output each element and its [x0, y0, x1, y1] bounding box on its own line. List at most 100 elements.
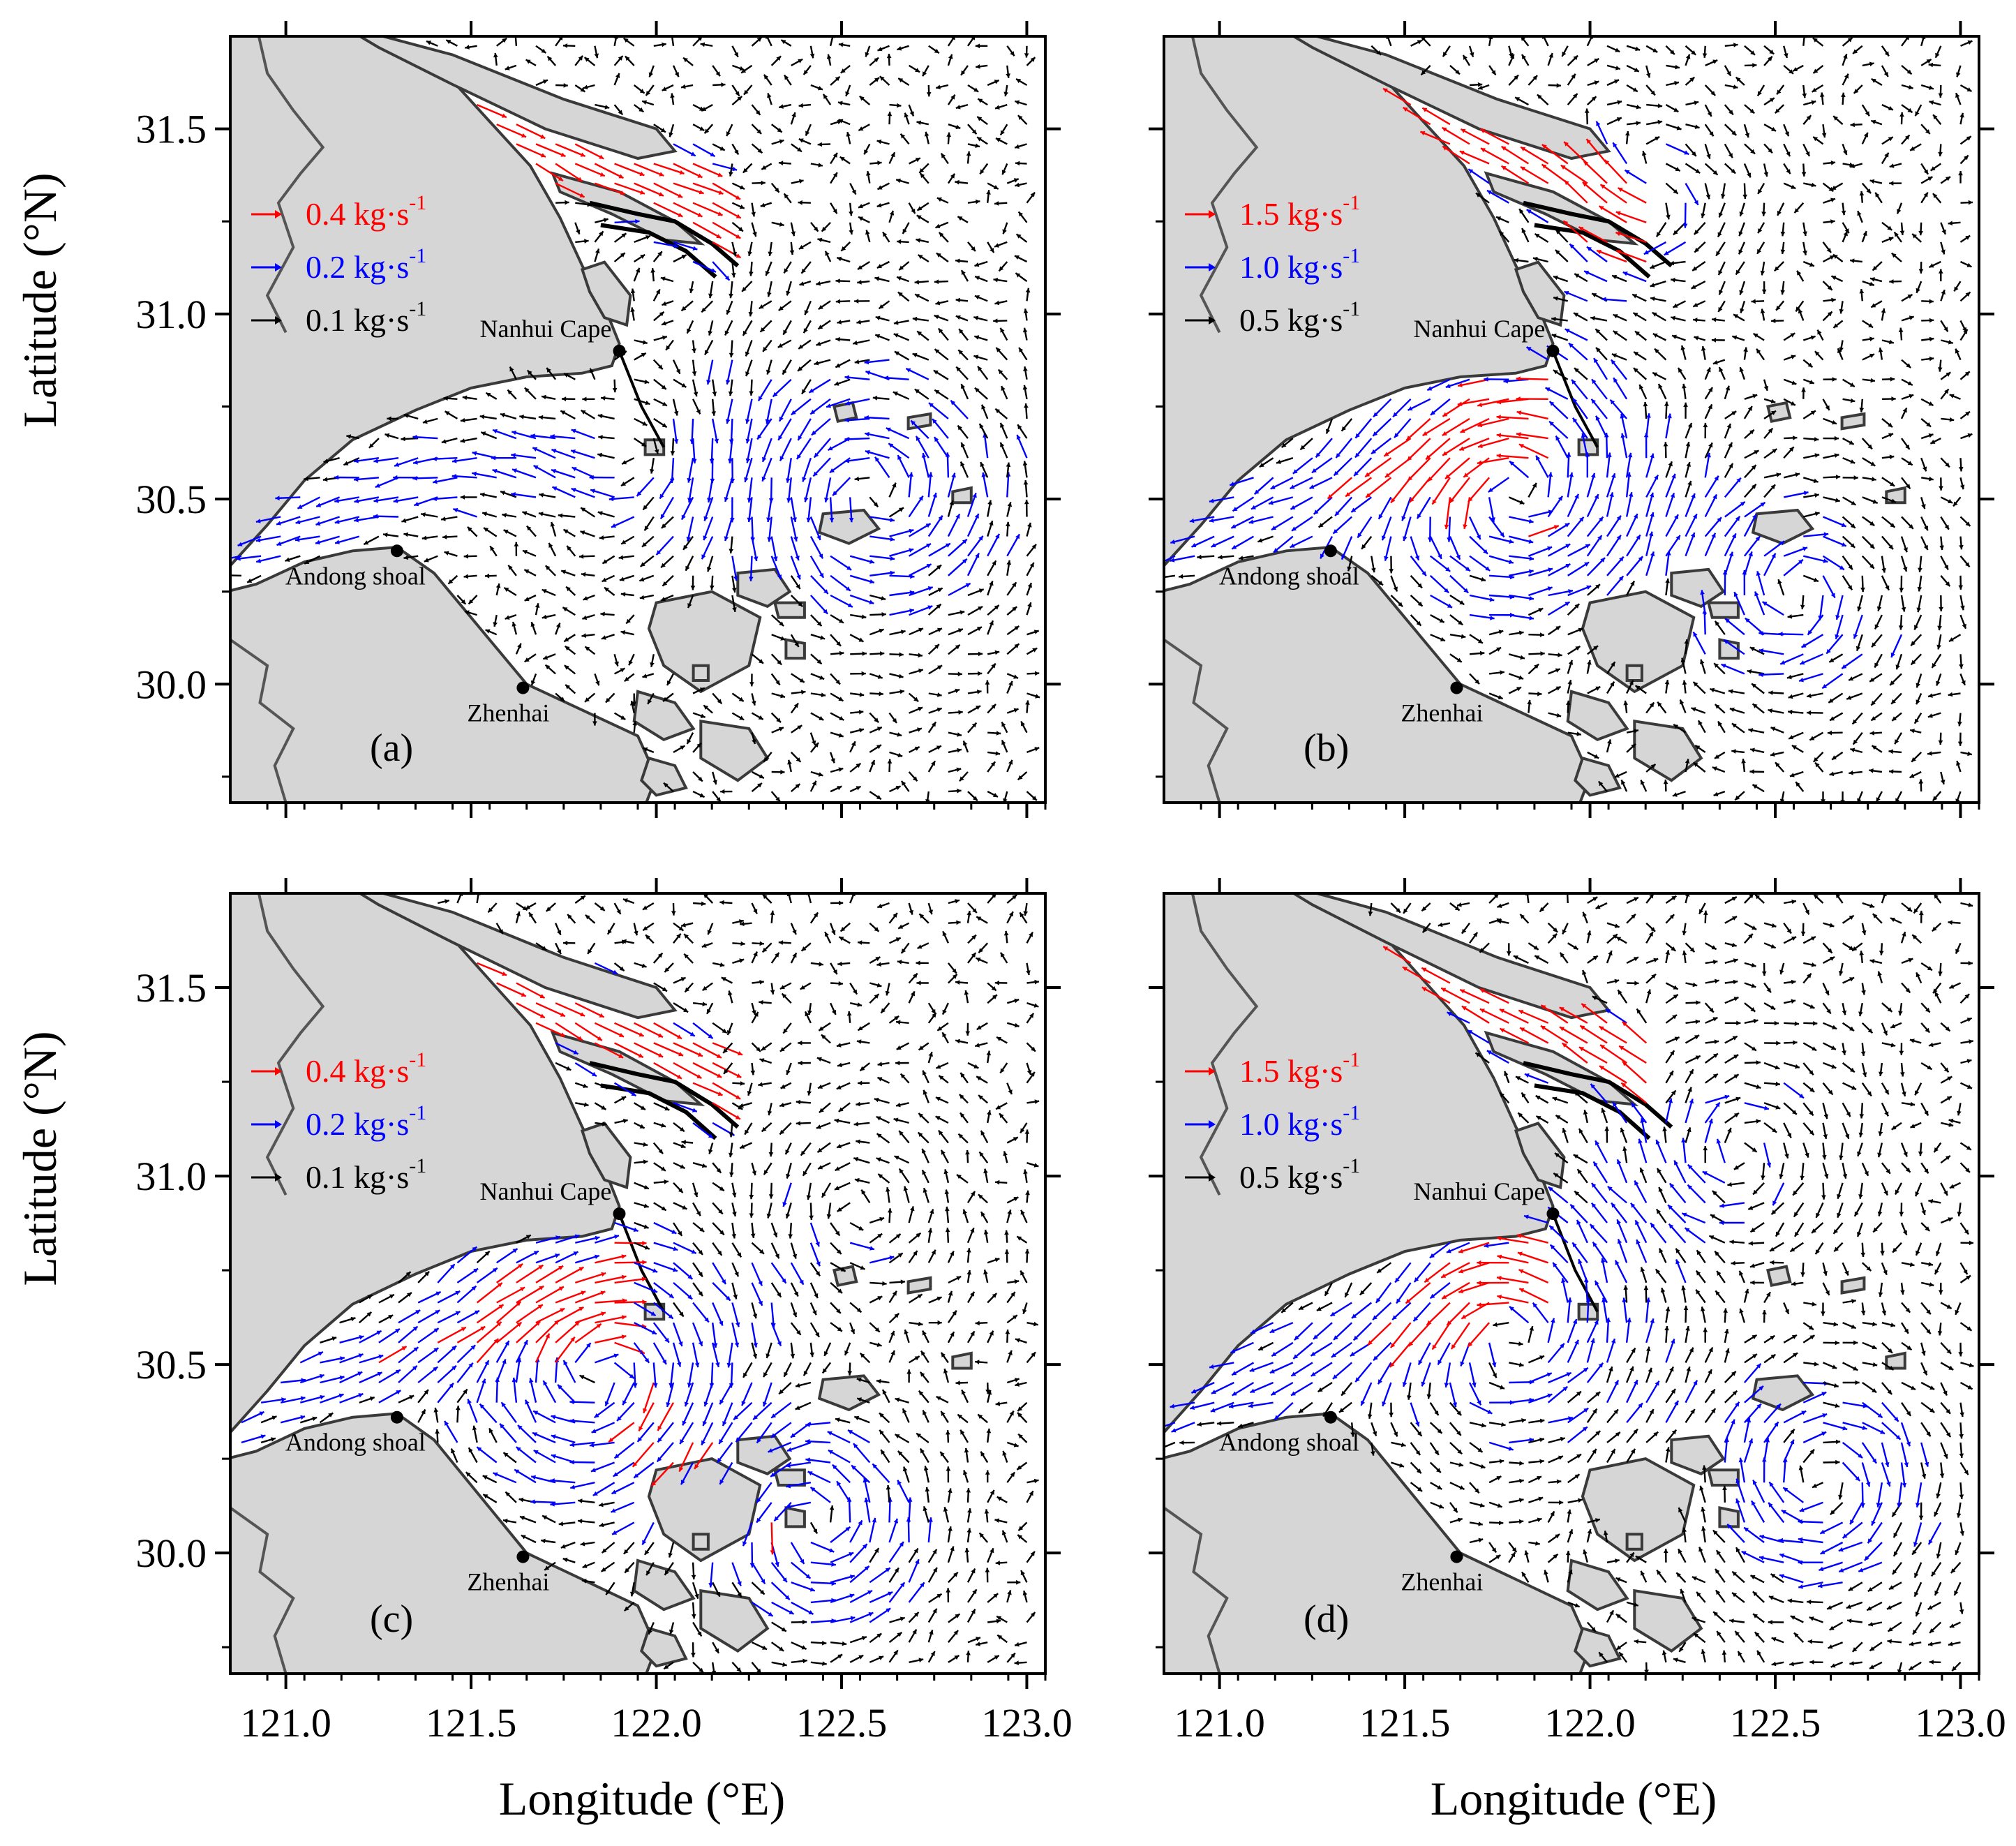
flux-arrow	[948, 538, 968, 557]
flux-arrow	[830, 767, 844, 773]
flux-arrow	[621, 939, 634, 944]
flux-arrow	[797, 359, 812, 372]
flux-arrow	[1823, 1422, 1848, 1431]
flux-arrow	[1920, 1062, 1933, 1071]
flux-arrow	[771, 221, 784, 227]
flux-arrow	[1849, 1661, 1862, 1666]
flux-arrow	[641, 1521, 655, 1546]
flux-arrow	[810, 163, 823, 168]
flux-arrow	[495, 583, 501, 596]
flux-arrow	[1789, 1661, 1804, 1667]
flux-arrow	[1665, 1366, 1674, 1383]
flux-arrow	[1392, 398, 1412, 418]
flux-arrow	[622, 37, 635, 47]
flux-arrow	[1429, 1442, 1440, 1456]
flux-arrow	[918, 1042, 929, 1051]
legend-label: 0.5 kg·s-1	[1239, 297, 1360, 338]
flux-arrow	[1280, 1302, 1294, 1313]
flux-arrow	[1353, 457, 1373, 477]
flux-arrow	[1832, 115, 1844, 126]
flux-arrow	[555, 143, 586, 158]
flux-arrow	[1881, 1162, 1891, 1175]
flux-arrow	[1900, 1422, 1911, 1447]
flux-arrow	[1290, 1362, 1313, 1377]
flux-arrow	[761, 163, 772, 170]
flux-arrow	[916, 238, 929, 244]
flux-arrow	[503, 586, 517, 597]
flux-arrow	[1937, 614, 1942, 631]
flux-arrow	[830, 1222, 841, 1237]
flux-arrow	[1023, 308, 1029, 321]
flux-arrow	[1528, 1517, 1542, 1524]
flux-arrow	[1704, 84, 1716, 96]
flux-arrow	[1645, 119, 1663, 126]
flux-arrow	[1438, 922, 1451, 928]
flux-arrow	[1469, 1501, 1485, 1508]
flux-arrow	[373, 496, 399, 503]
flux-arrow	[1567, 1473, 1581, 1484]
flux-arrow	[1548, 589, 1574, 597]
flux-arrow	[839, 156, 851, 165]
flux-arrow	[1519, 1027, 1549, 1044]
flux-arrow	[496, 1248, 518, 1264]
flux-arrow	[1800, 653, 1823, 665]
flux-arrow	[1814, 1242, 1824, 1255]
flux-arrow	[1567, 54, 1578, 66]
flux-arrow	[653, 42, 666, 47]
flux-arrow	[778, 940, 791, 945]
flux-arrow	[997, 369, 1008, 380]
flux-arrow	[555, 1306, 584, 1324]
flux-arrow	[771, 1621, 787, 1632]
flux-arrow	[1623, 1285, 1629, 1303]
flux-arrow	[1698, 1547, 1706, 1563]
flux-arrow	[898, 261, 910, 271]
flux-arrow	[1783, 491, 1809, 498]
flux-arrow	[922, 65, 929, 77]
flux-arrow	[761, 1042, 772, 1051]
flux-arrow	[1940, 1062, 1950, 1073]
flux-arrow	[1606, 556, 1625, 576]
flux-arrow	[1683, 402, 1688, 419]
flux-arrow	[1724, 423, 1732, 439]
flux-arrow	[1636, 1239, 1648, 1263]
flux-arrow	[779, 1122, 792, 1136]
flux-arrow	[1381, 516, 1392, 541]
flux-arrow	[260, 1397, 286, 1404]
flux-arrow	[766, 359, 772, 375]
flux-arrow	[923, 1466, 929, 1483]
flux-arrow	[1685, 163, 1701, 174]
flux-arrow	[849, 1302, 863, 1313]
flux-arrow	[1586, 930, 1592, 944]
flux-arrow	[1590, 1202, 1608, 1223]
flux-arrow	[856, 1378, 870, 1384]
flux-arrow	[1525, 346, 1549, 361]
flux-arrow	[1402, 106, 1431, 126]
island	[1625, 664, 1643, 682]
flux-arrow	[1632, 293, 1647, 302]
flux-arrow	[1791, 744, 1804, 753]
flux-arrow	[912, 316, 929, 322]
flux-arrow	[1290, 477, 1313, 490]
flux-arrow	[1528, 1355, 1545, 1364]
flux-arrow	[747, 241, 753, 257]
flux-arrow	[1743, 163, 1752, 178]
flux-arrow	[1006, 533, 1021, 557]
flux-arrow	[1671, 277, 1686, 283]
flux-arrow	[618, 555, 634, 560]
flux-arrow	[1599, 1044, 1627, 1064]
flux-arrow	[888, 785, 902, 793]
flux-arrow	[947, 1310, 957, 1323]
flux-arrow	[908, 902, 913, 915]
flux-arrow	[899, 133, 910, 145]
flux-arrow	[1586, 493, 1599, 518]
flux-arrow	[1960, 960, 1973, 966]
flux-arrow	[595, 1234, 620, 1244]
flux-arrow	[1835, 595, 1844, 620]
flux-arrow	[580, 1541, 595, 1547]
flux-arrow	[1489, 1520, 1504, 1526]
flux-arrow	[1001, 385, 1008, 400]
flux-arrow	[1833, 1242, 1844, 1253]
flux-arrow	[482, 1475, 498, 1484]
flux-arrow	[1700, 1307, 1706, 1323]
jetty	[1534, 1083, 1651, 1140]
